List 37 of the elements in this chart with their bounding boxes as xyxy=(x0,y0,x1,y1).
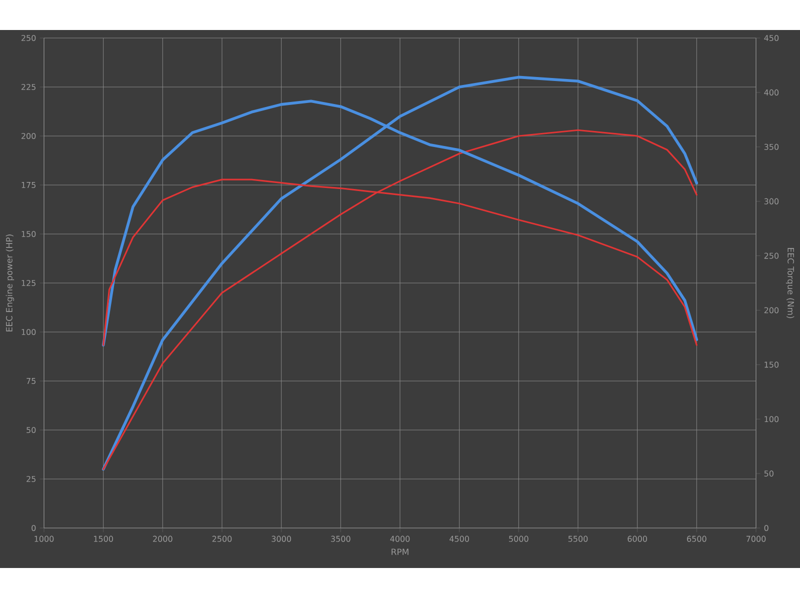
x-tick-label: 2500 xyxy=(212,536,232,542)
y-axis-title: EEC Engine power (HP) xyxy=(6,234,14,332)
x-tick-label: 4000 xyxy=(390,536,410,542)
y-tick-label: 225 xyxy=(22,84,36,90)
x-tick-label: 6000 xyxy=(628,536,647,542)
y2-tick-label: 250 xyxy=(764,252,779,259)
x-tick-label: 7000 xyxy=(746,536,766,542)
y-tick-label: 0 xyxy=(32,524,36,532)
x-tick-label: 1000 xyxy=(34,536,54,542)
y2-tick-label: 450 xyxy=(764,34,779,42)
y2-tick-label: 100 xyxy=(764,416,779,422)
y2-tick-label: 300 xyxy=(764,198,779,204)
y-tick-label: 150 xyxy=(22,230,36,238)
x-tick-label: 1500 xyxy=(94,536,113,542)
x-tick-label: 3500 xyxy=(331,536,350,542)
y2-axis-title: EEC Torque (Nm) xyxy=(786,248,794,318)
y-tick-label: 75 xyxy=(26,378,36,384)
x-tick-label: 3000 xyxy=(272,536,291,542)
y2-tick-label: 200 xyxy=(764,307,779,314)
x-tick-label: 2000 xyxy=(153,536,172,542)
x-axis-title: RPM xyxy=(392,548,408,555)
x-tick-label: 6500 xyxy=(687,536,706,542)
y-tick-label: 100 xyxy=(22,328,36,336)
y2-tick-label: 150 xyxy=(764,362,779,368)
y2-tick-label: 400 xyxy=(764,89,779,96)
y-tick-label: 25 xyxy=(26,476,36,482)
x-tick-label: 4500 xyxy=(450,536,469,542)
y-tick-label: 250 xyxy=(22,34,36,42)
y2-tick-label: 0 xyxy=(764,524,768,532)
y-tick-label: 50 xyxy=(26,426,36,434)
y2-tick-label: 350 xyxy=(764,144,779,150)
y2-tick-label: 50 xyxy=(764,470,774,477)
y-tick-label: 175 xyxy=(22,182,36,188)
x-tick-label: 5000 xyxy=(509,536,528,542)
x-tick-label: 5500 xyxy=(568,536,588,542)
y-tick-label: 200 xyxy=(22,132,36,140)
y-tick-label: 125 xyxy=(22,280,36,286)
